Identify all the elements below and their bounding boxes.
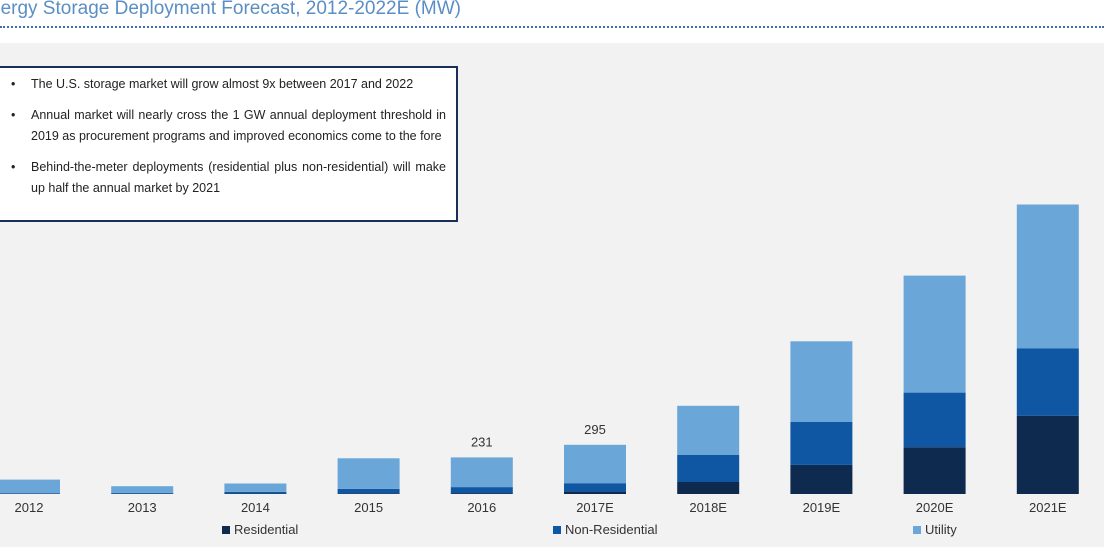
x-tick-label: 2018E: [689, 500, 727, 515]
bar-segment-non-residential-2012: [0, 493, 60, 494]
bar-segment-utility-2020e: [903, 275, 966, 393]
legend-item-non-residential: Non-Residential: [553, 522, 658, 537]
bar-segment-non-residential-2013: [111, 492, 174, 494]
legend-swatch-utility: [913, 526, 921, 534]
x-tick-label: 2020E: [916, 500, 954, 515]
legend-item-residential: Residential: [222, 522, 298, 537]
legend-label-residential: Residential: [234, 522, 299, 537]
bar-segment-utility-2015: [337, 458, 400, 489]
bar-segment-residential-2017e: [564, 491, 626, 494]
bar-segment-non-residential-2018e: [677, 455, 740, 482]
bar-segment-residential-2019e: [790, 464, 853, 494]
x-tick-label: 2014: [241, 500, 270, 515]
legend-swatch-non-residential: [553, 526, 561, 534]
chart-title: nergy Storage Deployment Forecast, 2012-…: [0, 0, 461, 19]
bar-segment-utility-2012: [0, 479, 60, 494]
bar-segment-non-residential-2016: [450, 487, 513, 494]
bar-segment-residential-2021e: [1016, 415, 1079, 494]
legend-swatch-residential: [222, 526, 230, 534]
title-divider: [0, 26, 1104, 28]
bar-segment-non-residential-2015: [337, 488, 400, 494]
x-tick-label: 2013: [128, 500, 157, 515]
bar-segment-utility-2013: [111, 486, 174, 493]
bar-segment-non-residential-2021e: [1016, 348, 1079, 416]
callout-bullet: Behind-the-meter deployments (residentia…: [0, 157, 456, 200]
callout-bullet-list: The U.S. storage market will grow almost…: [0, 68, 456, 200]
callout-bullet: Annual market will nearly cross the 1 GW…: [0, 105, 456, 148]
x-tick-label: 2019E: [803, 500, 841, 515]
bar-segment-non-residential-2020e: [903, 392, 966, 448]
bar-segment-residential-2018e: [677, 482, 740, 494]
bar-segment-residential-2020e: [903, 447, 966, 494]
bar-segment-non-residential-2014: [224, 491, 287, 494]
bar-segment-residential-2014: [224, 493, 287, 494]
bar-segment-utility-2014: [224, 483, 287, 492]
legend-label-utility: Utility: [925, 522, 957, 537]
x-tick-label: 2017E: [576, 500, 614, 515]
bar-segment-non-residential-2017e: [564, 483, 626, 492]
bar-segment-utility-2021e: [1016, 204, 1079, 349]
bar-segment-residential-2015: [337, 493, 400, 494]
legend-label-non-residential: Non-Residential: [565, 522, 658, 537]
bar-segment-residential-2016: [450, 493, 513, 494]
x-tick-label: 2016: [467, 500, 496, 515]
bar-segment-utility-2019e: [790, 341, 853, 422]
x-tick-label: 2021E: [1029, 500, 1067, 515]
data-label-total: 295: [584, 422, 606, 437]
data-label-total: 231: [471, 434, 493, 449]
bar-segment-utility-2016: [450, 457, 513, 488]
x-tick-label: 2015: [354, 500, 383, 515]
callout-box: The U.S. storage market will grow almost…: [0, 66, 458, 222]
bar-segment-utility-2018e: [677, 405, 740, 455]
bar-segment-non-residential-2019e: [790, 422, 853, 465]
callout-bullet: The U.S. storage market will grow almost…: [0, 74, 456, 96]
bar-segment-utility-2017e: [564, 444, 626, 484]
legend-item-utility: Utility: [913, 522, 957, 537]
x-tick-label: 2012: [15, 500, 44, 515]
